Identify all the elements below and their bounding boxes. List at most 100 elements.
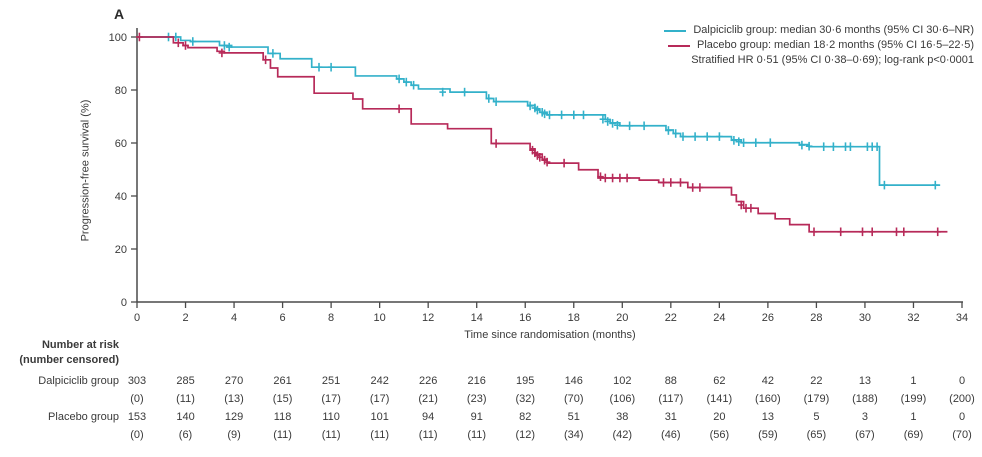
risk-at-risk-value: 94 — [422, 411, 435, 423]
risk-censored-value: (188) — [852, 393, 878, 405]
dalpiciclib-group-censor-marks — [165, 32, 939, 190]
risk-at-risk-value: 129 — [224, 411, 244, 423]
risk-censored-value: (9) — [227, 429, 241, 441]
risk-censored-value: (11) — [467, 429, 487, 441]
risk-at-risk-value: 20 — [713, 411, 726, 423]
risk-at-risk-value: 270 — [224, 375, 244, 387]
risk-at-risk-value: 110 — [322, 411, 340, 423]
y-ticks: 0 20 40 60 80 100 — [109, 32, 137, 309]
risk-at-risk-value: 153 — [127, 411, 147, 423]
dalpiciclib-line-swatch — [664, 29, 687, 32]
risk-at-risk-value: 51 — [567, 411, 580, 423]
risk-censored-value: (69) — [903, 429, 924, 441]
x-tick-label: 14 — [471, 312, 483, 324]
x-tick-label: 34 — [956, 312, 968, 324]
risk-at-risk-value: 102 — [613, 375, 632, 387]
x-tick-label: 4 — [231, 312, 237, 324]
risk-censored-value: (17) — [369, 393, 390, 405]
x-tick-label: 16 — [519, 312, 531, 324]
legend: Dalpiciclib group: median 30·6 months (9… — [664, 24, 974, 67]
risk-censored-value: (34) — [563, 429, 584, 441]
risk-at-risk-value: 82 — [519, 411, 532, 423]
risk-at-risk-value: 118 — [273, 411, 292, 423]
x-tick-label: 26 — [762, 312, 774, 324]
risk-at-risk-value: 285 — [176, 375, 195, 387]
risk-at-risk-value: 303 — [127, 375, 147, 387]
y-tick-label: 20 — [115, 244, 127, 256]
risk-censored-value: (70) — [952, 429, 972, 441]
risk-at-risk-value: 88 — [664, 375, 677, 387]
risk-at-risk-value: 3 — [861, 411, 868, 423]
x-tick-label: 10 — [374, 312, 386, 324]
risk-at-risk-value: 38 — [616, 411, 629, 423]
risk-at-risk-value: 261 — [273, 375, 292, 387]
risk-at-risk-value: 31 — [664, 411, 677, 423]
risk-table-header: Number at risk — [41, 339, 119, 351]
risk-censored-value: (11) — [176, 393, 195, 405]
legend-item-placebo: Placebo group: median 18·2 months (95% C… — [668, 39, 974, 52]
risk-at-risk-value: 101 — [370, 411, 389, 423]
x-tick-label: 24 — [713, 312, 725, 324]
risk-censored-value: (59) — [758, 429, 778, 441]
risk-censored-value: (0) — [130, 393, 144, 405]
risk-censored-value: (11) — [321, 429, 341, 441]
risk-at-risk-value: 0 — [958, 375, 966, 387]
risk-censored-value: (67) — [855, 429, 875, 441]
risk-censored-value: (46) — [661, 429, 681, 441]
risk-censored-value: (11) — [273, 429, 292, 441]
x-tick-label: 18 — [568, 312, 580, 324]
legend-item-dalpiciclib: Dalpiciclib group: median 30·6 months (9… — [664, 24, 974, 37]
risk-at-risk-value: 216 — [467, 375, 486, 387]
risk-censored-value: (179) — [803, 393, 830, 405]
risk-censored-value: (200) — [949, 393, 975, 405]
x-tick-label: 30 — [859, 312, 871, 324]
km-chart: 0 2 4 6 8 10 12 14 16 18 20 22 24 26 28 30 32 34020406080… — [109, 28, 968, 324]
y-tick-label: 60 — [115, 138, 127, 150]
x-tick-label: 20 — [616, 312, 628, 324]
risk-censored-value: (21) — [418, 393, 438, 405]
x-tick-label: 32 — [907, 312, 919, 324]
x-tick-label: 8 — [328, 312, 334, 324]
risk-censored-value: (6) — [178, 429, 193, 441]
risk-censored-value: (23) — [466, 393, 487, 405]
risk-censored-value: (141) — [706, 393, 733, 405]
x-tick-label: 22 — [665, 312, 677, 324]
x-axis-label: Time since randomisation (months) — [464, 329, 636, 341]
y-tick-label: 80 — [115, 85, 127, 97]
risk-at-risk-value: 5 — [813, 411, 820, 423]
risk-censored-value: (17) — [321, 393, 341, 405]
risk-at-risk-value: 1 — [910, 375, 917, 387]
stratified-hr-note: Stratified HR 0·51 (95% CI 0·38–0·69); l… — [691, 54, 974, 66]
risk-censored-value: (106) — [609, 393, 636, 405]
risk-censored-value: (11) — [370, 429, 390, 441]
legend-dalpiciclib-label: Dalpiciclib group: median 30·6 months (9… — [693, 24, 974, 36]
risk-at-risk-value: 0 — [958, 411, 966, 423]
risk-censored-value: (65) — [806, 429, 827, 441]
risk-censored-value: (0) — [130, 429, 144, 441]
x-tick-label: 28 — [810, 312, 822, 324]
x-tick-label: 6 — [280, 312, 286, 324]
risk-at-risk-value: 195 — [516, 375, 535, 387]
risk-table-subheader: (number censored) — [19, 354, 119, 366]
risk-at-risk-value: 13 — [761, 411, 774, 423]
placebo-line-swatch — [668, 44, 690, 47]
x-tick-label: 2 — [182, 312, 188, 324]
placebo-group-censor-marks — [136, 32, 941, 237]
risk-at-risk-value: 242 — [370, 375, 389, 387]
risk-censored-value: (117) — [658, 393, 684, 405]
risk-row-label-dalpiciclib: Dalpiciclib group — [38, 375, 119, 387]
y-tick-label: 0 — [121, 297, 127, 309]
risk-censored-value: (32) — [515, 393, 536, 405]
risk-at-risk-value: 22 — [810, 375, 823, 387]
risk-censored-value: (15) — [272, 393, 293, 405]
y-axis-label: Progression-free survival (%) — [79, 99, 92, 242]
x-tick-label: 12 — [422, 312, 434, 324]
panel-label: A — [114, 6, 125, 22]
risk-at-risk-value: 62 — [713, 375, 726, 387]
risk-censored-value: (11) — [418, 429, 438, 441]
legend-placebo-label: Placebo group: median 18·2 months (95% C… — [697, 39, 974, 51]
risk-at-risk-value: 226 — [418, 375, 438, 387]
risk-at-risk-value: 42 — [761, 375, 774, 387]
risk-at-risk-value: 1 — [910, 411, 917, 423]
